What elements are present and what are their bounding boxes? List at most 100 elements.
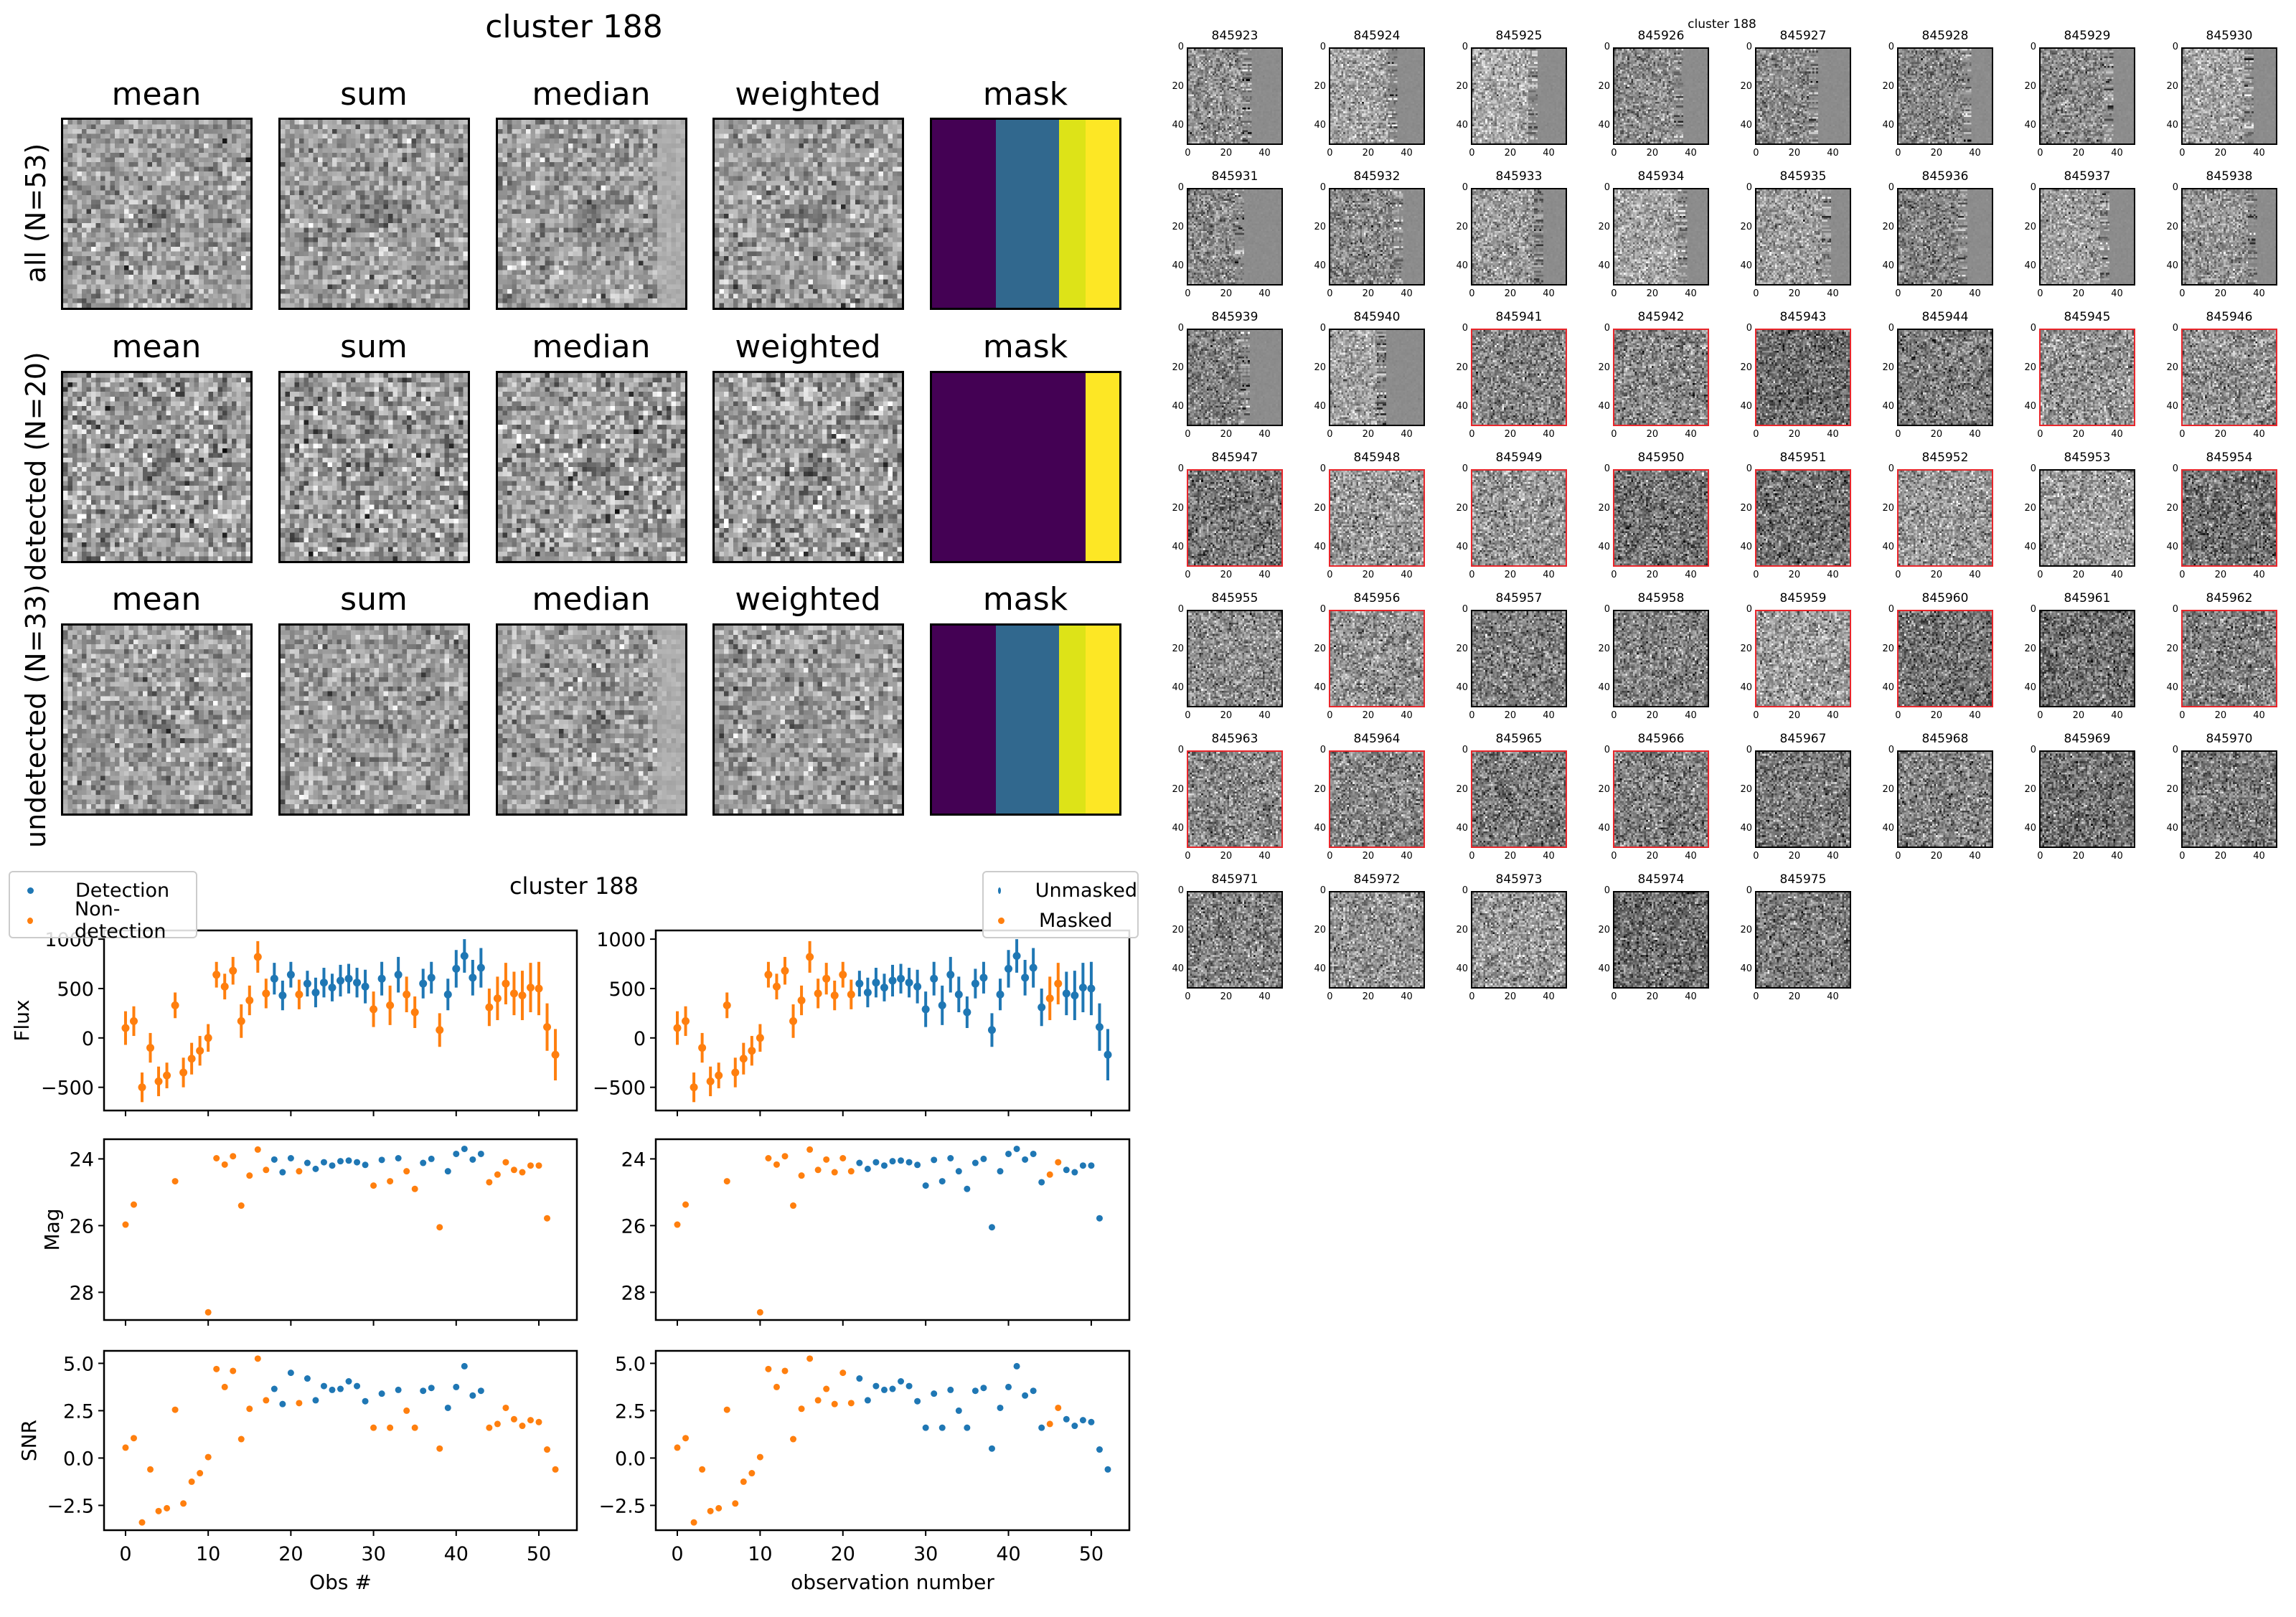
thumbnail-845932[interactable] (1329, 188, 1425, 286)
thumbnail-y-tick: 20 (1314, 643, 1326, 654)
thumbnail-845962[interactable] (2181, 610, 2277, 707)
thumbnail-image (1472, 471, 1566, 565)
thumbnail-845972[interactable] (1329, 891, 1425, 989)
thumbnail-845951[interactable] (1755, 469, 1851, 567)
thumbnail-845936[interactable] (1897, 188, 1993, 286)
thumbnail-845938[interactable] (2181, 188, 2277, 286)
thumbnail-845958[interactable] (1613, 610, 1709, 707)
stack-image-weighted (712, 623, 904, 816)
thumbnail-845975[interactable] (1755, 891, 1851, 989)
thumbnail-845959[interactable] (1755, 610, 1851, 707)
thumbnail-image (1614, 752, 1708, 847)
thumbnail-845947[interactable] (1187, 469, 1283, 567)
thumbnail-845960[interactable] (1897, 610, 1993, 707)
data-point (286, 971, 295, 979)
thumbnail-y-tick: 40 (1172, 120, 1184, 131)
thumbnail-845931[interactable] (1187, 188, 1283, 286)
data-point (823, 1385, 830, 1392)
thumbnail-845944[interactable] (1897, 329, 1993, 426)
data-point (263, 1166, 270, 1174)
data-point (469, 1392, 476, 1399)
thumbnail-845942[interactable] (1613, 329, 1709, 426)
thumbnail-845934[interactable] (1613, 188, 1709, 286)
thumbnail-845927[interactable] (1755, 47, 1851, 145)
thumbnail-x-tick: 20 (1504, 851, 1517, 862)
data-point (872, 979, 880, 987)
data-point (723, 1406, 730, 1413)
thumbnail-845940[interactable] (1329, 329, 1425, 426)
thumbnail-y-tick: 0 (1319, 745, 1326, 756)
thumbnail-845950[interactable] (1613, 469, 1709, 567)
stack-image-weighted (712, 118, 904, 310)
thumbnail-845948[interactable] (1329, 469, 1425, 567)
thumbnail-image (1899, 752, 1992, 847)
thumbnail-845939[interactable] (1187, 329, 1283, 426)
thumbnail-x-tick: 0 (1895, 710, 1901, 721)
thumbnail-y-tick: 0 (1462, 323, 1468, 334)
thumbnail-845956[interactable] (1329, 610, 1425, 707)
data-point (1038, 1424, 1045, 1431)
thumbnail-845955[interactable] (1187, 610, 1283, 707)
thumbnail-y-tick: 0 (2172, 42, 2178, 53)
thumbnail-x-tick: 40 (1543, 570, 1555, 580)
thumbnail-845928[interactable] (1897, 47, 1993, 145)
thumbnail-845926[interactable] (1613, 47, 1709, 145)
thumbnail-y-tick: 0 (1746, 182, 1752, 194)
thumbnail-845963[interactable] (1187, 750, 1283, 848)
thumbnail-845968[interactable] (1897, 750, 1993, 848)
data-point (1005, 1383, 1012, 1390)
data-point (543, 1023, 552, 1032)
column-title-median: median (532, 581, 651, 618)
thumbnail-845937[interactable] (2039, 188, 2135, 286)
thumbnail-845965[interactable] (1471, 750, 1567, 848)
stack-image-mean (61, 371, 253, 563)
thumbnail-x-tick: 0 (1185, 570, 1191, 580)
x-tick-label: 20 (831, 1543, 855, 1565)
thumbnail-image (1756, 49, 1850, 143)
thumbnail-845966[interactable] (1613, 750, 1709, 848)
stack-image-sum (278, 118, 470, 310)
thumbnail-845974[interactable] (1613, 891, 1709, 989)
thumbnail-845924[interactable] (1329, 47, 1425, 145)
thumbnail-845961[interactable] (2039, 610, 2135, 707)
data-point (287, 1155, 294, 1162)
data-point (740, 1478, 747, 1485)
data-point (544, 1446, 551, 1453)
thumbnail-845957[interactable] (1471, 610, 1567, 707)
thumbnail-845946[interactable] (2181, 329, 2277, 426)
thumbnail-image (1614, 189, 1708, 284)
thumbnail-845967[interactable] (1755, 750, 1851, 848)
data-point (1079, 1417, 1086, 1424)
thumbnail-845971[interactable] (1187, 891, 1283, 989)
thumbnail-x-tick: 0 (2179, 851, 2186, 862)
thumbnail-845949[interactable] (1471, 469, 1567, 567)
thumbnail-845970[interactable] (2181, 750, 2277, 848)
thumbnail-x-tick: 20 (1504, 710, 1517, 721)
thumbnail-845923[interactable] (1187, 47, 1283, 145)
thumbnail-y-tick: 0 (1746, 604, 1752, 616)
thumbnail-image (1614, 471, 1708, 565)
thumbnail-845953[interactable] (2039, 469, 2135, 567)
thumbnail-845925[interactable] (1471, 47, 1567, 145)
thumbnail-y-tick: 40 (1598, 682, 1610, 694)
data-point (278, 991, 287, 1000)
thumbnail-845943[interactable] (1755, 329, 1851, 426)
thumbnail-845933[interactable] (1471, 188, 1567, 286)
thumbnail-x-tick: 40 (2111, 570, 2123, 580)
thumbnail-845969[interactable] (2039, 750, 2135, 848)
thumbnail-845952[interactable] (1897, 469, 1993, 567)
thumbnail-845945[interactable] (2039, 329, 2135, 426)
data-point (931, 1156, 938, 1164)
data-point (964, 1185, 971, 1192)
thumbnail-x-tick: 0 (2179, 429, 2186, 440)
thumbnail-845964[interactable] (1329, 750, 1425, 848)
thumbnail-845973[interactable] (1471, 891, 1567, 989)
thumbnail-845954[interactable] (2181, 469, 2277, 567)
thumbnail-845929[interactable] (2039, 47, 2135, 145)
data-point (386, 1001, 395, 1009)
thumbnail-x-tick: 20 (2072, 429, 2085, 440)
thumbnail-845941[interactable] (1471, 329, 1567, 426)
legend-entry: Detection (10, 875, 196, 905)
thumbnail-845935[interactable] (1755, 188, 1851, 286)
thumbnail-845930[interactable] (2181, 47, 2277, 145)
